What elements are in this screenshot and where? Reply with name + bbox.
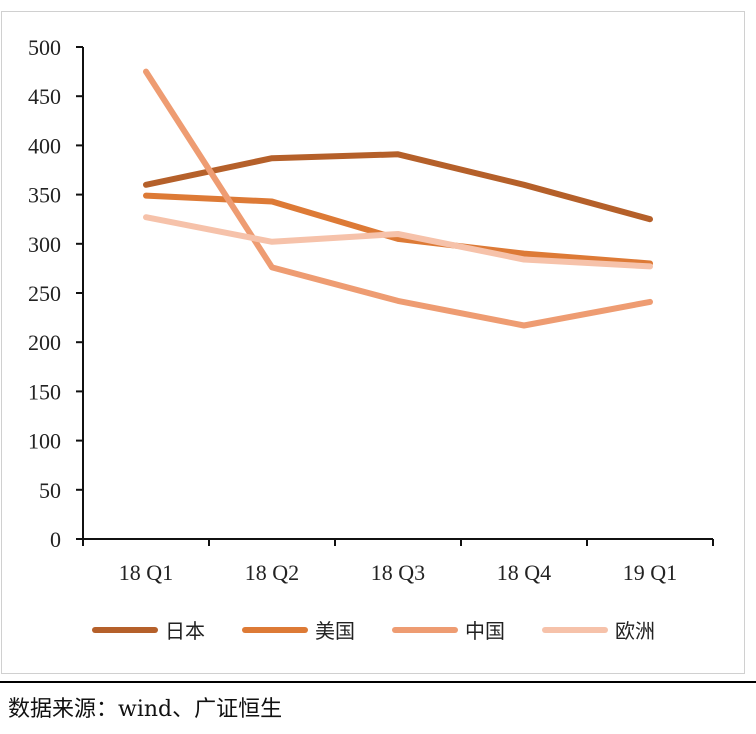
y-tick-label: 400 [28, 133, 61, 158]
legend-label: 中国 [465, 619, 505, 643]
legend: 日本 美国 中国 欧洲 [92, 619, 655, 643]
source-divider [0, 681, 756, 683]
y-tick-label: 50 [39, 478, 61, 503]
x-tick-label: 19 Q1 [623, 560, 677, 585]
y-tick-label: 500 [28, 35, 61, 60]
y-tick-label: 250 [28, 281, 61, 306]
axes: 0 50 100 150 200 250 300 350 400 450 500 18 Q1 18 Q2… [28, 35, 714, 585]
series-line-中国 [143, 68, 653, 329]
y-tick-label: 450 [28, 84, 61, 109]
chart-frame [1, 11, 745, 674]
y-tick-label: 350 [28, 183, 61, 208]
source-note: 数据来源：wind、广证恒生 [8, 697, 283, 722]
x-tick-label: 18 Q2 [245, 560, 299, 585]
y-tick-label: 150 [28, 379, 61, 404]
series-line-欧洲 [143, 214, 653, 270]
series-line-日本 [143, 151, 653, 223]
x-tick-label: 18 Q1 [119, 560, 173, 585]
y-tick-label: 200 [28, 330, 61, 355]
y-tick-label: 0 [50, 527, 61, 552]
legend-label: 美国 [315, 619, 355, 643]
legend-label: 日本 [165, 619, 205, 643]
legend-label: 欧洲 [615, 619, 655, 643]
y-tick-label: 300 [28, 232, 61, 257]
series-lines [143, 68, 653, 329]
line-chart: 0 50 100 150 200 250 300 350 400 450 500 18 Q1 18 Q2… [28, 35, 714, 643]
x-tick-label: 18 Q4 [497, 560, 551, 585]
x-tick-label: 18 Q3 [371, 560, 425, 585]
y-tick-label: 100 [28, 429, 61, 454]
